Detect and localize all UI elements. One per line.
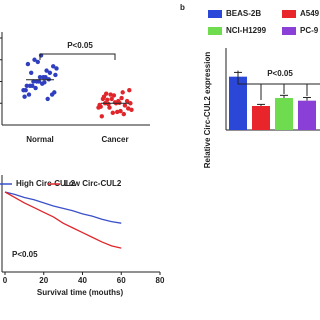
bar — [275, 98, 293, 130]
dot — [31, 79, 36, 84]
x-tick-label: 20 — [39, 276, 48, 285]
dot — [37, 74, 43, 80]
y-axis-label: Relative Circ-CUL2 expression — [203, 52, 212, 169]
dot — [110, 110, 116, 116]
dot — [29, 70, 34, 76]
dot — [32, 57, 37, 62]
dot — [124, 98, 130, 104]
dot — [118, 108, 123, 114]
dot — [122, 103, 128, 108]
x-tick-label: 60 — [117, 276, 126, 285]
dot — [30, 83, 35, 89]
bracket — [39, 53, 116, 60]
x-axis-label: Survival time (mouths) — [37, 288, 124, 297]
x-tick-label: 40 — [78, 276, 87, 285]
annotation: P<0.05 — [267, 69, 293, 78]
dot — [26, 92, 32, 97]
dot — [42, 80, 47, 85]
dot — [33, 85, 38, 91]
dot — [108, 92, 113, 97]
dot — [111, 93, 117, 98]
dot — [43, 74, 48, 80]
survival-curve — [4, 191, 122, 249]
dot — [99, 114, 105, 119]
dot — [51, 64, 56, 69]
bar — [298, 100, 316, 130]
dot — [36, 79, 42, 84]
legend-label: A549 — [300, 9, 320, 18]
dot — [107, 105, 112, 110]
x-tick-label: Cancer — [101, 135, 128, 144]
dot — [128, 101, 133, 106]
dot — [97, 102, 102, 108]
dot — [49, 92, 55, 97]
dot — [127, 88, 132, 93]
x-tick-label: Normal — [26, 135, 54, 144]
dot — [112, 100, 118, 105]
survival-curve — [4, 191, 122, 224]
annotation: P<0.05 — [67, 41, 93, 50]
legend-label: PC-9 — [300, 26, 319, 35]
dot — [100, 96, 106, 102]
legend-label: NCI-H1299 — [226, 26, 267, 35]
legend-label: BEAS-2B — [226, 9, 261, 18]
legend-swatch — [282, 10, 296, 18]
x-tick-label: 0 — [3, 276, 8, 285]
bar — [229, 76, 247, 130]
dot — [120, 90, 125, 95]
legend-swatch — [282, 27, 296, 35]
bracket — [237, 70, 320, 100]
dot — [22, 94, 27, 99]
dot — [104, 91, 109, 96]
dot — [47, 70, 53, 76]
dot — [44, 68, 49, 73]
dot — [119, 95, 124, 101]
dot — [121, 111, 127, 117]
x-tick-label: 80 — [156, 276, 165, 285]
dot — [45, 96, 50, 102]
dot — [23, 88, 28, 93]
annotation: P<0.05 — [12, 250, 38, 259]
dot — [105, 97, 110, 102]
panel-label: b — [180, 3, 185, 12]
dot — [54, 66, 59, 71]
legend-label: High Circ-CUL2 — [16, 179, 76, 188]
legend-swatch — [208, 27, 222, 35]
dot — [126, 106, 131, 111]
dot — [25, 61, 31, 67]
dot — [109, 96, 114, 102]
dot — [24, 83, 29, 89]
dot — [106, 101, 111, 107]
bar — [252, 106, 270, 130]
dot — [129, 107, 134, 112]
dot — [35, 59, 40, 65]
dot — [53, 72, 58, 78]
legend-label: Low Circ-CUL2 — [64, 179, 122, 188]
legend-swatch — [208, 10, 222, 18]
dot — [115, 109, 120, 115]
